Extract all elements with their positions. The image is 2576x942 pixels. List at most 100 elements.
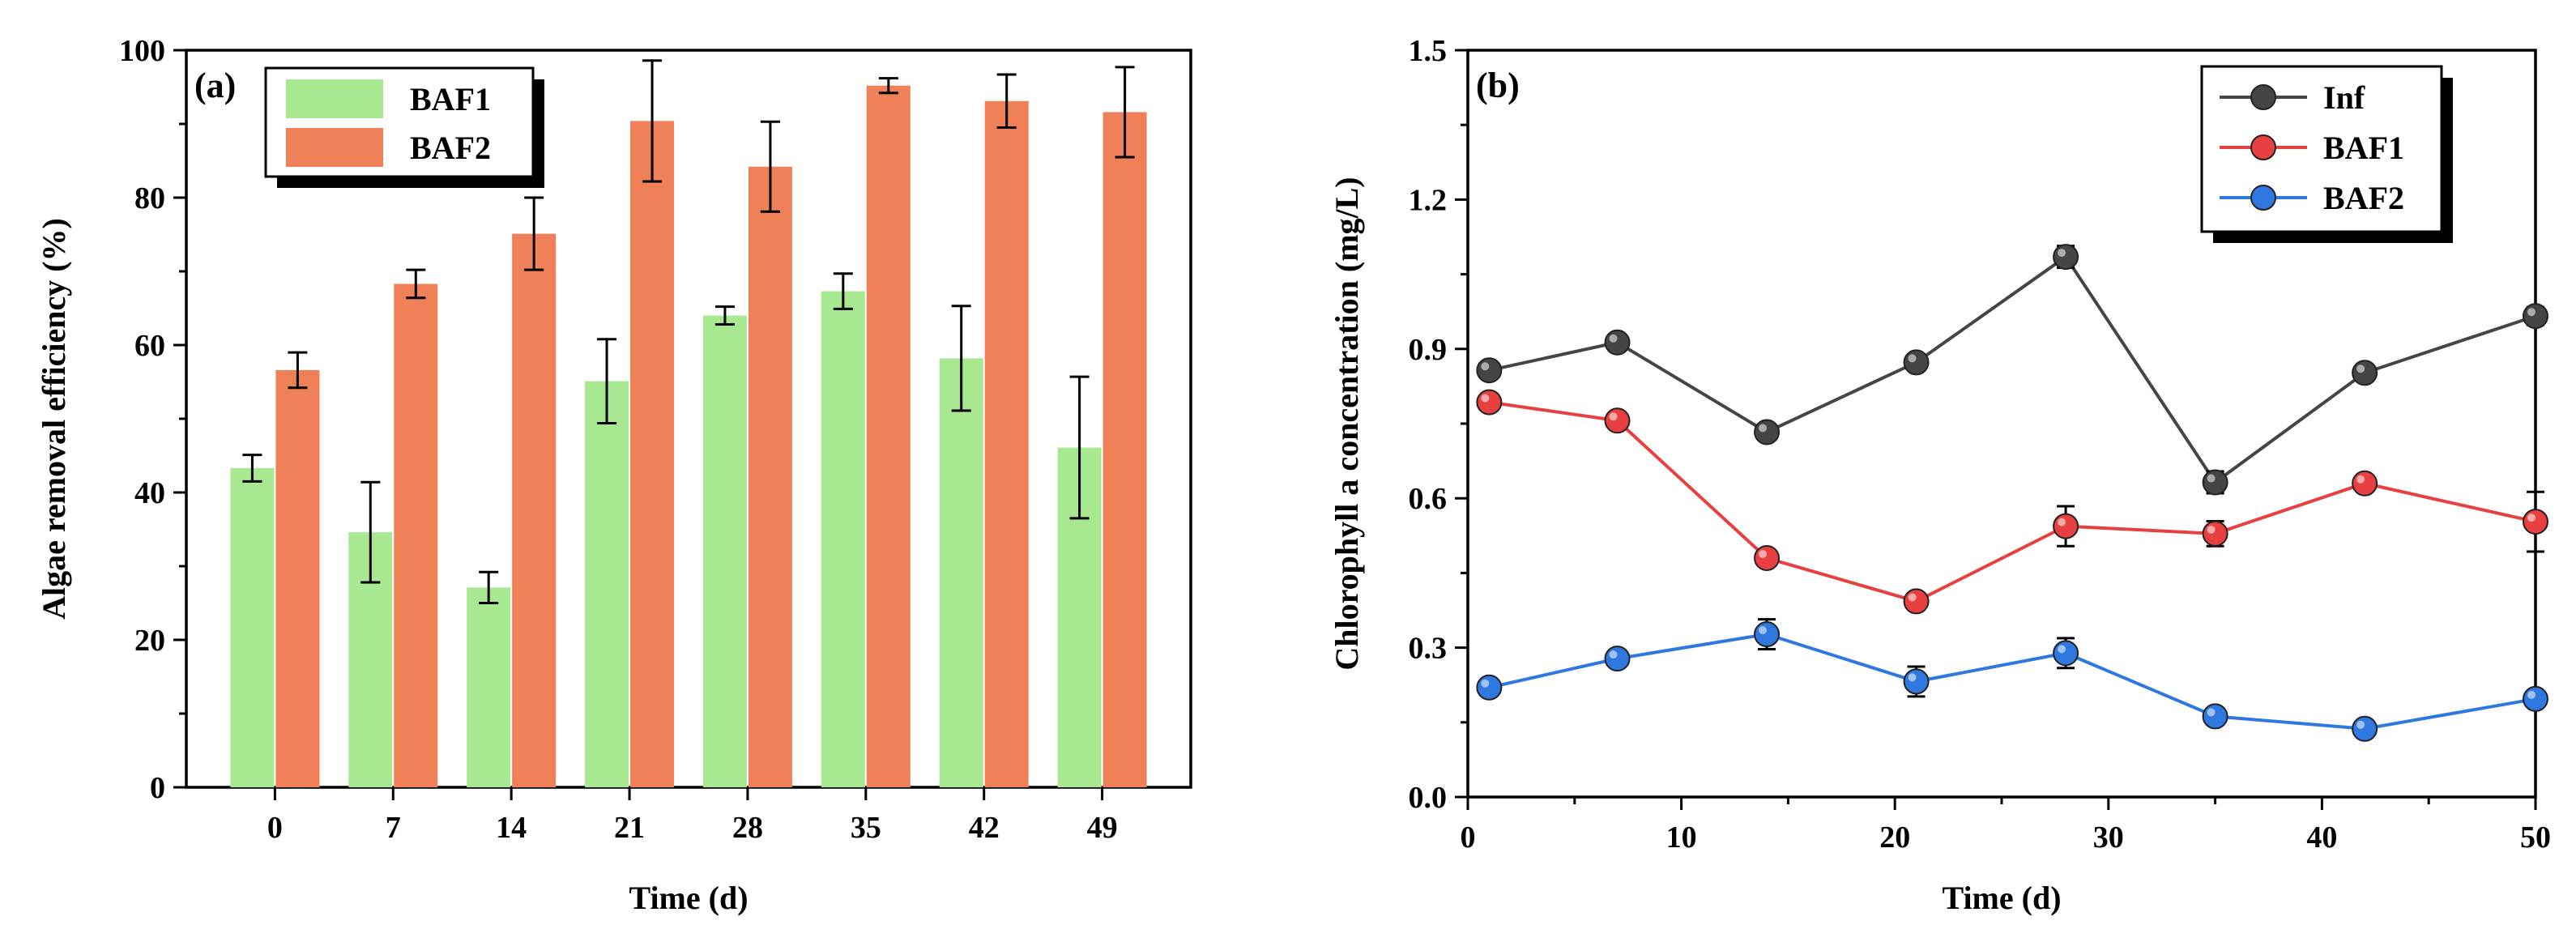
y-tick-label-a: 20: [134, 624, 165, 658]
x-tick-label-a: 35: [851, 811, 881, 845]
data-point-baf2: [2202, 703, 2228, 730]
legend-marker-baf1: [2250, 134, 2276, 160]
data-point-baf1: [1604, 407, 1631, 434]
data-point-highlight-baf1: [1908, 593, 1917, 602]
y-tick-label-a: 40: [134, 476, 165, 510]
bar-baf1: [821, 291, 865, 787]
data-point-baf2: [1754, 621, 1781, 648]
x-tick-label-a: 7: [386, 811, 401, 845]
panel-label-b: (b): [1476, 66, 1520, 105]
panel-label-a: (a): [194, 66, 236, 105]
y-tick-label-b: 0.9: [1409, 333, 1448, 367]
y-tick-label-a: 80: [134, 181, 165, 215]
data-point-highlight-inf: [1609, 334, 1618, 343]
data-point-inf: [1476, 357, 1503, 384]
panel-b-line-chart: 0.0 0.3 0.6 0.9 1.2 1.5 0 10 20 30 40 50 (b) Time (d)…: [1329, 34, 2551, 916]
bar-baf1: [230, 467, 275, 787]
legend-label-baf1: BAF1: [2323, 130, 2404, 166]
x-axis-label-b: Time (d): [1942, 880, 2061, 916]
data-point-highlight-inf: [1481, 362, 1490, 371]
data-point-highlight-inf: [2207, 474, 2216, 483]
data-point-inf: [1903, 349, 1930, 376]
bar-baf2: [984, 100, 1029, 788]
y-tick-label-a: 100: [119, 34, 165, 68]
bar-baf1: [702, 315, 747, 788]
y-axis-label-a: Algae removal efficiency (%): [36, 218, 72, 620]
x-tick-label-a: 42: [969, 811, 1000, 845]
data-point-inf: [1754, 419, 1781, 445]
data-point-highlight-baf1: [1481, 394, 1490, 403]
bar-baf2: [866, 85, 911, 788]
x-tick-label-b: 40: [2306, 821, 2337, 855]
x-axis-label-a: Time (d): [629, 880, 748, 916]
legend-swatch-baf1: [286, 79, 383, 118]
bar-baf1: [585, 381, 629, 787]
data-point-baf1: [2523, 509, 2548, 535]
data-point-highlight-baf2: [2207, 708, 2216, 717]
data-point-baf2: [2352, 715, 2378, 742]
data-point-highlight-inf: [2356, 364, 2365, 373]
bar-baf2: [394, 283, 438, 788]
data-point-baf1: [1476, 389, 1503, 416]
x-tick-label-a: 21: [614, 811, 645, 845]
legend-marker-inf: [2250, 84, 2276, 110]
data-point-baf2: [1604, 646, 1631, 672]
data-point-highlight-baf1: [2207, 525, 2216, 534]
legend-label-baf2: BAF2: [2323, 180, 2404, 216]
data-point-highlight-baf2: [2058, 645, 2066, 654]
data-point-highlight-baf2: [1759, 626, 1768, 635]
data-point-baf2: [1903, 668, 1930, 695]
data-point-highlight-baf1: [2356, 475, 2365, 484]
bar-baf2: [748, 166, 792, 787]
legend-label-inf: Inf: [2323, 79, 2365, 116]
data-point-highlight-baf2: [2356, 720, 2365, 729]
panel-a-bar-chart: 0 20 40 60 80 100 0 7 14 21 28 35 42 49 (a) Time (d) Alg…: [36, 34, 1192, 916]
y-tick-label-b: 0.0: [1409, 781, 1448, 815]
series-line-inf: [1488, 254, 2536, 485]
x-tick-label-a: 28: [732, 811, 763, 845]
data-point-highlight-baf2: [1908, 673, 1917, 682]
x-tick-label-b: 10: [1666, 821, 1697, 855]
bar-baf2: [630, 121, 675, 788]
x-tick-label-b: 0: [1461, 821, 1476, 855]
data-point-baf1: [1903, 588, 1930, 615]
series-line-baf1: [1489, 400, 2536, 603]
x-tick-label-a: 49: [1087, 811, 1118, 845]
y-tick-label-a: 0: [150, 771, 165, 805]
data-point-highlight-baf1: [2058, 518, 2066, 526]
bar-baf2: [275, 369, 320, 787]
data-point-inf: [1604, 329, 1631, 356]
x-tick-label-a: 14: [496, 811, 527, 845]
data-point-highlight-baf2: [1481, 679, 1490, 688]
bar-baf2: [512, 233, 557, 788]
data-point-baf2: [1476, 674, 1503, 701]
data-point-baf1: [2053, 513, 2079, 539]
y-tick-label-b: 1.2: [1409, 183, 1448, 217]
data-point-baf1: [1754, 544, 1781, 571]
data-point-highlight-inf: [1908, 354, 1917, 363]
data-point-baf2: [2523, 685, 2548, 712]
x-tick-label-b: 30: [2093, 821, 2124, 855]
bar-baf2: [1102, 112, 1147, 787]
y-tick-label-a: 60: [134, 329, 165, 363]
bar-baf1: [467, 587, 511, 787]
x-tick-label-b: 20: [1879, 821, 1910, 855]
legend-label-baf2: BAF2: [410, 130, 491, 166]
y-tick-label-b: 0.3: [1409, 632, 1448, 666]
data-point-highlight-baf1: [1759, 549, 1768, 558]
legend-marker-baf2: [2250, 185, 2276, 211]
data-point-baf1: [2352, 470, 2378, 497]
data-point-highlight-baf1: [1609, 412, 1618, 421]
bar-baf1: [939, 358, 983, 787]
data-point-baf1: [2202, 520, 2228, 547]
x-tick-label-b: 50: [2520, 821, 2551, 855]
data-point-highlight-baf1: [2527, 514, 2535, 522]
data-point-inf: [2352, 360, 2378, 386]
data-point-highlight-baf2: [1609, 650, 1618, 659]
legend-label-baf1: BAF1: [410, 81, 491, 117]
series-line-baf2: [1488, 632, 2536, 731]
data-point-inf: [2523, 303, 2548, 330]
y-tick-label-b: 1.5: [1409, 34, 1448, 68]
legend-swatch-baf2: [286, 128, 383, 167]
